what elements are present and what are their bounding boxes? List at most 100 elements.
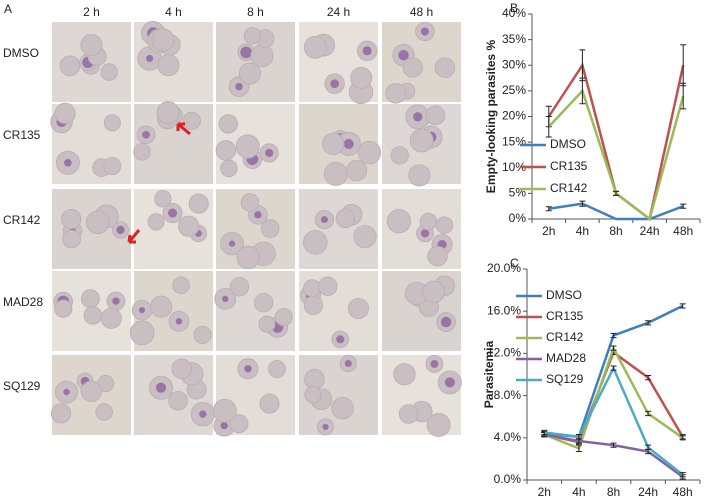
y-tick-label: 4.0% <box>494 430 522 444</box>
y-tick-label: 5% <box>509 186 527 200</box>
red-blood-cell <box>250 44 274 68</box>
legend-label: CR135 <box>550 159 588 173</box>
error-bar <box>680 203 687 209</box>
parasite <box>444 377 455 388</box>
parasite <box>398 49 409 61</box>
parasite <box>142 130 150 139</box>
y-tick-label: 12.0% <box>487 346 521 360</box>
red-blood-cell <box>335 208 356 229</box>
red-blood-cell <box>385 83 406 104</box>
red-blood-cell <box>100 63 118 81</box>
red-blood-cell <box>95 403 113 421</box>
red-blood-cell <box>182 111 201 130</box>
parasite <box>265 148 274 157</box>
red-blood-cell <box>422 280 445 304</box>
data-line <box>548 202 684 221</box>
red-blood-cell <box>318 276 338 296</box>
parasite <box>430 359 439 368</box>
legend-label: DMSO <box>546 288 582 302</box>
error-bar <box>575 434 582 440</box>
error-bar <box>545 116 552 138</box>
error-bar <box>579 200 586 207</box>
red-blood-cell <box>303 230 328 255</box>
x-tick-label: 8h <box>607 485 620 499</box>
parasite <box>413 112 423 122</box>
red-blood-cell <box>150 295 173 318</box>
red-blood-cell <box>80 33 103 57</box>
red-blood-cell <box>229 277 250 297</box>
y-tick-label: 0.0% <box>494 472 522 486</box>
parasite <box>336 335 345 344</box>
data-line <box>544 433 684 478</box>
row-label: DMSO <box>3 46 39 60</box>
error-bar <box>613 190 619 196</box>
red-blood-cell <box>103 156 122 175</box>
y-tick-label: 16.0% <box>487 303 521 317</box>
red-blood-cell <box>427 245 448 267</box>
legend-label: DMSO <box>550 137 586 151</box>
red-blood-cell <box>157 54 180 77</box>
row-label: CR135 <box>3 128 41 142</box>
column-header: 48 h <box>410 5 433 19</box>
red-blood-cell <box>346 159 368 182</box>
y-tick-label: 8.0% <box>494 388 522 402</box>
red-blood-cell <box>178 215 200 237</box>
red-blood-cell <box>304 386 322 404</box>
error-bar <box>679 472 686 478</box>
red-blood-cell <box>435 216 454 234</box>
parasite <box>344 359 352 368</box>
red-blood-cell <box>129 320 155 346</box>
legend-label: CR135 <box>546 309 584 323</box>
red-blood-cell <box>80 380 102 402</box>
red-blood-cell <box>188 193 209 214</box>
error-bar <box>645 375 652 381</box>
legend-label: CR142 <box>550 181 588 195</box>
red-blood-cell <box>409 128 434 153</box>
red-blood-cell <box>402 57 423 78</box>
parasite <box>220 421 228 430</box>
x-tick-label: 4h <box>572 485 585 499</box>
red-blood-cell <box>229 414 249 434</box>
parasite <box>240 46 252 59</box>
x-tick-label: 24h <box>640 224 660 238</box>
y-tick-label: 0% <box>509 211 527 225</box>
red-blood-cell <box>220 159 238 178</box>
red-blood-cell <box>393 363 416 386</box>
red-blood-cell <box>274 308 293 327</box>
red-blood-cell <box>133 143 151 161</box>
parasite <box>168 208 178 218</box>
parasite <box>138 307 146 314</box>
error-bar <box>645 320 652 326</box>
parasite <box>254 211 262 219</box>
red-blood-cell <box>235 134 260 159</box>
red-blood-cell <box>398 404 419 424</box>
red-blood-cell <box>103 114 121 132</box>
parasite <box>112 297 120 305</box>
x-tick-label: 2h <box>542 224 555 238</box>
red-blood-cell <box>243 27 261 45</box>
column-header: 24 h <box>327 5 350 19</box>
red-blood-cell <box>386 209 412 234</box>
red-blood-cell <box>151 28 175 52</box>
red-blood-cell <box>54 102 76 124</box>
red-blood-cell <box>168 390 188 411</box>
parasite <box>64 158 72 167</box>
error-bar <box>645 444 652 450</box>
red-arrow <box>176 122 191 136</box>
column-header: 2 h <box>83 5 100 19</box>
y-tick-label: 20% <box>502 109 526 123</box>
red-blood-cell <box>147 213 165 231</box>
red-blood-cell <box>304 368 325 390</box>
parasite <box>440 316 452 328</box>
red-blood-cell <box>258 315 276 333</box>
error-bar <box>610 332 617 339</box>
parasite <box>175 318 183 325</box>
parasite <box>244 365 252 373</box>
parasite <box>420 229 430 238</box>
red-blood-cell <box>425 105 446 126</box>
error-bar <box>579 77 586 105</box>
legend-label: MAD28 <box>546 351 586 365</box>
parasite <box>228 240 236 247</box>
parasite <box>343 138 354 149</box>
